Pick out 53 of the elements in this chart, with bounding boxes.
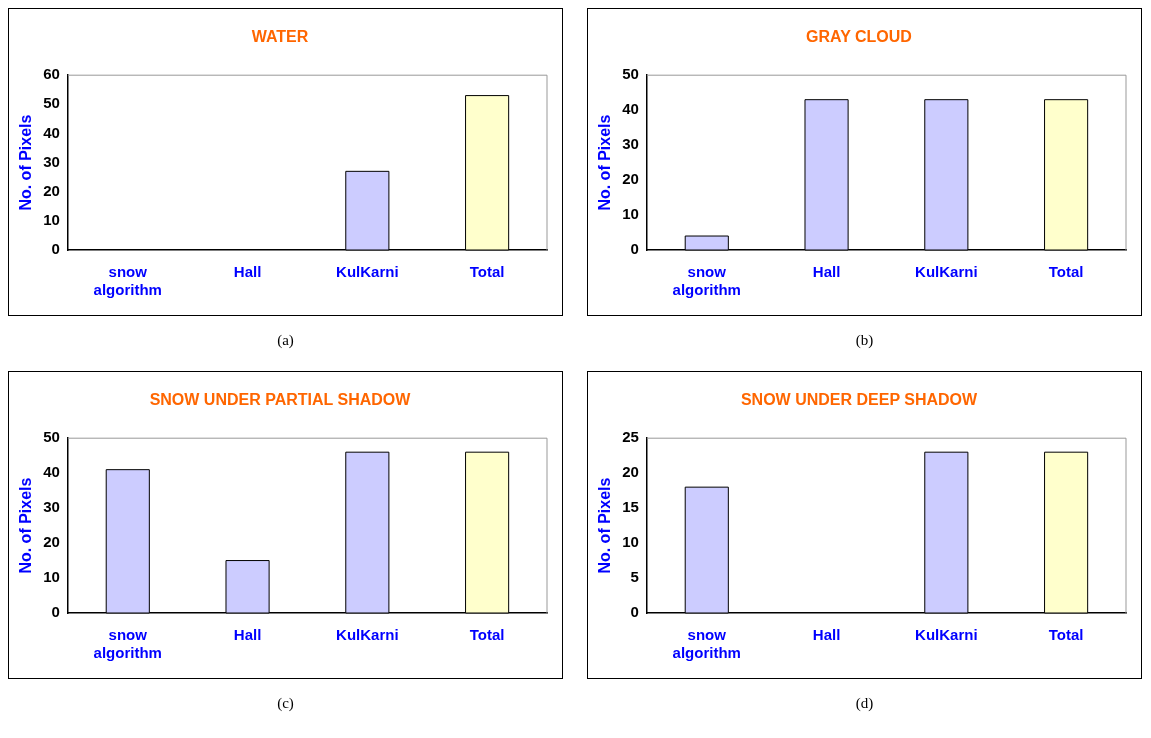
- x-tick-label: snow algorithm: [93, 263, 162, 299]
- text: (b): [855, 332, 874, 349]
- y-axis-title: No. of Pixels: [596, 114, 614, 211]
- y-tick-label: 20: [622, 463, 639, 481]
- y-tick-label: 0: [630, 603, 639, 621]
- x-tick-label: KulKarni: [915, 263, 978, 281]
- text: (a): [277, 332, 294, 349]
- y-axis-title: No. of Pixels: [17, 114, 35, 211]
- y-tick-label: 10: [622, 205, 639, 223]
- y-tick-label: 30: [622, 135, 639, 153]
- y-tick-label: 10: [43, 211, 60, 229]
- x-tick-label: snow algorithm: [93, 626, 162, 662]
- chart-title: WATER: [251, 28, 309, 46]
- x-tick-label: KulKarni: [336, 626, 399, 644]
- x-tick-label: Total: [1048, 626, 1084, 644]
- y-tick-label: 50: [622, 65, 639, 83]
- y-axis-title: No. of Pixels: [596, 477, 614, 574]
- y-tick-label: 40: [43, 463, 60, 481]
- x-tick-label: Hall: [233, 626, 262, 644]
- y-tick-label: 30: [43, 498, 60, 516]
- y-tick-label: 50: [43, 94, 60, 112]
- text: (d): [855, 695, 874, 712]
- x-tick-label: KulKarni: [336, 263, 399, 281]
- y-tick-label: 0: [51, 240, 60, 258]
- y-axis-title: No. of Pixels: [17, 477, 35, 574]
- chart-title: GRAY CLOUD: [806, 28, 912, 46]
- x-tick-label: snow algorithm: [672, 263, 741, 299]
- x-tick-label: snow algorithm: [672, 626, 741, 662]
- y-tick-label: 40: [43, 123, 60, 141]
- y-tick-label: 60: [43, 65, 60, 83]
- x-tick-label: Hall: [233, 263, 262, 281]
- y-tick-label: 20: [43, 533, 60, 551]
- chart-title: SNOW UNDER PARTIAL SHADOW: [149, 391, 412, 409]
- y-tick-label: 20: [43, 181, 60, 199]
- y-tick-label: 10: [622, 533, 639, 551]
- y-tick-label: 50: [43, 428, 60, 446]
- x-tick-label: Total: [1048, 263, 1084, 281]
- x-tick-label: KulKarni: [915, 626, 978, 644]
- y-tick-label: 5: [630, 568, 639, 586]
- x-tick-label: Total: [469, 626, 505, 644]
- text: (c): [277, 695, 294, 712]
- x-tick-label: Total: [469, 263, 505, 281]
- y-tick-label: 10: [43, 568, 60, 586]
- y-tick-label: 30: [43, 152, 60, 170]
- y-tick-label: 20: [622, 170, 639, 188]
- x-tick-label: Hall: [812, 626, 841, 644]
- y-tick-label: 15: [622, 498, 639, 516]
- chart-title: SNOW UNDER DEEP SHADOW: [740, 391, 978, 409]
- y-tick-label: 0: [51, 603, 60, 621]
- y-tick-label: 40: [622, 100, 639, 118]
- y-tick-label: 0: [630, 240, 639, 258]
- y-tick-label: 25: [622, 428, 639, 446]
- x-tick-label: Hall: [812, 263, 841, 281]
